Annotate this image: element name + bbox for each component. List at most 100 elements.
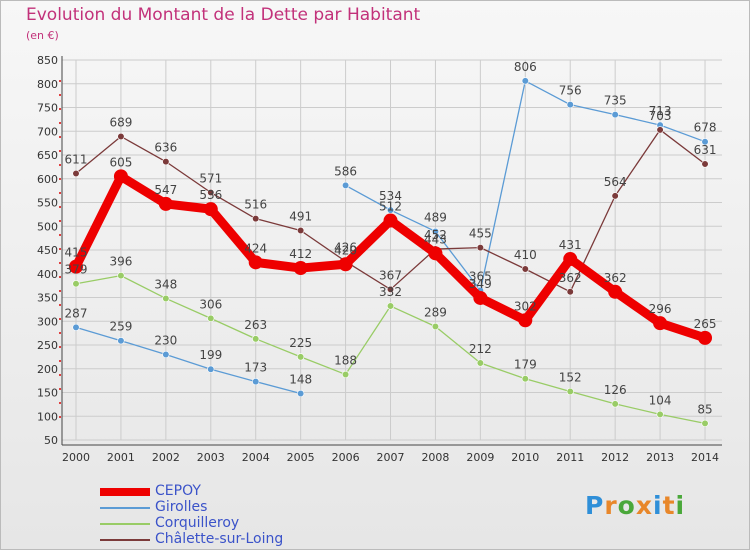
data-point (338, 257, 353, 272)
data-point (162, 294, 170, 303)
legend-label: Châlette-sur-Loing (155, 531, 284, 547)
data-point (72, 280, 80, 288)
legend-label: CEPOY (155, 483, 201, 499)
data-label: 263 (244, 318, 267, 332)
data-point (162, 158, 170, 166)
y-tick-label: 50 (44, 434, 58, 447)
data-point (431, 322, 440, 331)
data-label: 365 (469, 269, 492, 283)
y-tick-label: 650 (37, 149, 58, 162)
data-label: 547 (154, 183, 177, 197)
data-point (203, 202, 218, 217)
data-label: 302 (514, 299, 537, 313)
x-tick-label: 2004 (242, 451, 270, 464)
data-point (521, 375, 529, 383)
x-tick-label: 2002 (152, 451, 180, 464)
data-point (653, 316, 668, 331)
data-label: 806 (514, 60, 537, 74)
data-label: 348 (154, 277, 177, 291)
data-point (207, 314, 215, 323)
data-label: 605 (109, 155, 132, 169)
data-label: 713 (649, 104, 672, 118)
data-point (207, 365, 215, 373)
data-point (476, 359, 484, 367)
y-tick-label: 100 (37, 410, 58, 423)
data-point (383, 213, 398, 228)
data-label: 126 (604, 383, 627, 397)
data-label: 611 (65, 153, 88, 167)
data-label: 534 (379, 189, 402, 203)
data-label: 420 (334, 243, 357, 257)
x-tick-label: 2005 (287, 451, 315, 464)
data-label: 225 (289, 336, 312, 350)
data-point (563, 252, 578, 267)
data-label: 636 (154, 141, 177, 155)
data-label: 415 (65, 246, 88, 260)
data-label: 367 (379, 268, 402, 282)
data-point (297, 353, 305, 361)
x-tick-label: 2013 (646, 451, 674, 464)
data-point (72, 323, 80, 332)
data-point (297, 389, 305, 398)
data-label: 289 (424, 305, 447, 319)
data-label: 259 (109, 320, 132, 334)
data-point (428, 246, 443, 261)
legend-swatch (100, 539, 150, 541)
data-label: 306 (199, 297, 222, 311)
data-point (386, 285, 395, 294)
series-cepoy (69, 169, 713, 345)
data-point (701, 160, 709, 168)
data-label: 332 (379, 285, 402, 299)
data-label: 152 (559, 371, 582, 385)
series-corquilleroy (72, 272, 709, 427)
data-label: 571 (199, 172, 222, 186)
data-label: 188 (334, 353, 357, 367)
series-girolles (72, 77, 709, 398)
logo-letter: P (585, 491, 605, 520)
x-tick-label: 2009 (466, 451, 494, 464)
data-label: 631 (694, 143, 717, 157)
data-label: 516 (244, 198, 267, 212)
data-label: 491 (289, 210, 312, 224)
series-line (75, 326, 302, 395)
data-label: 412 (289, 247, 312, 261)
y-tick-label: 450 (37, 244, 58, 257)
legend-swatch (100, 523, 150, 525)
y-tick-label: 400 (37, 268, 58, 281)
data-point (566, 387, 574, 396)
data-point (566, 288, 574, 296)
data-label: 455 (469, 227, 492, 241)
data-point (158, 196, 173, 211)
data-label: 104 (649, 393, 672, 407)
data-label: 586 (334, 164, 357, 178)
logo-letter: r (604, 491, 618, 520)
data-point (473, 290, 488, 305)
data-point (341, 181, 350, 189)
data-label: 85 (697, 402, 712, 416)
data-label: 362 (604, 271, 627, 285)
data-label: 678 (694, 121, 717, 135)
data-label: 410 (514, 248, 537, 262)
data-point (386, 302, 395, 310)
data-point (69, 259, 83, 274)
data-point (113, 169, 128, 184)
data-point (162, 350, 170, 359)
x-tick-label: 2000 (62, 451, 90, 464)
y-tick-label: 800 (37, 78, 58, 91)
data-point (611, 111, 619, 119)
data-point (656, 126, 664, 134)
data-label: 426 (334, 240, 357, 254)
data-label: 265 (694, 317, 717, 331)
x-tick-label: 2008 (421, 451, 449, 464)
data-point (518, 313, 533, 328)
data-point (207, 188, 215, 197)
y-tick-label: 200 (37, 363, 58, 376)
data-point (698, 330, 713, 345)
logo-letter: i (653, 491, 663, 520)
x-tick-label: 2006 (332, 451, 360, 464)
x-tick-label: 2014 (691, 451, 719, 464)
data-point (293, 261, 308, 276)
data-point (476, 244, 484, 252)
data-label: 489 (424, 210, 447, 224)
data-point (252, 377, 260, 386)
